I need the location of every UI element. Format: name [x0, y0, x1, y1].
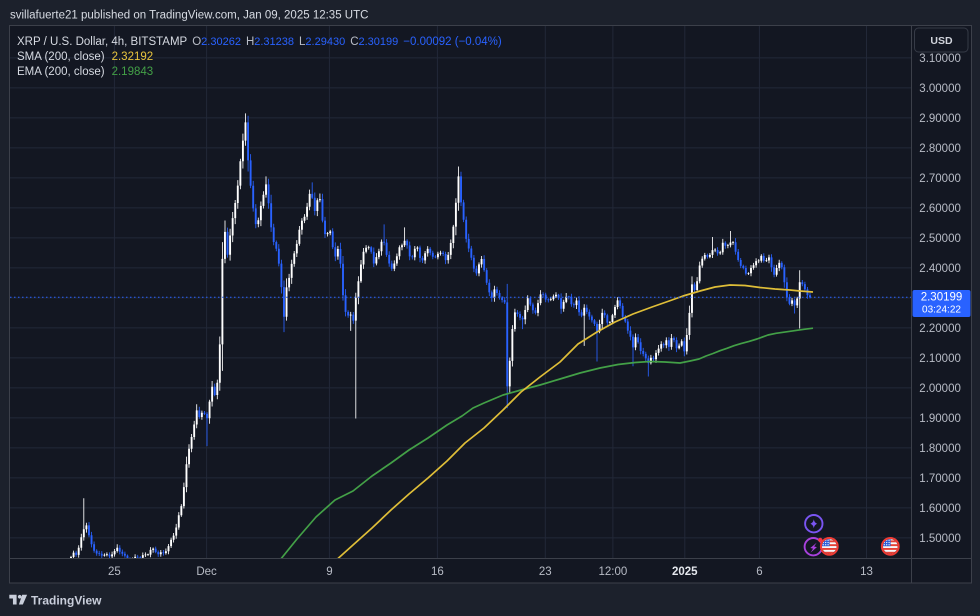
svg-text:2.80000: 2.80000	[919, 143, 961, 155]
svg-text:2.70000: 2.70000	[919, 173, 961, 185]
svg-text:XRP / U.S. Dollar, 4h, BITSTAM: XRP / U.S. Dollar, 4h, BITSTAMP O2.30262 H…	[17, 36, 502, 48]
svg-text:2.30199: 2.30199	[921, 292, 963, 304]
svg-text:25: 25	[108, 566, 121, 578]
svg-text:23: 23	[539, 566, 552, 578]
svg-text:TradingView: TradingView	[31, 594, 102, 608]
svg-text:2.20000: 2.20000	[919, 323, 961, 335]
svg-text:Dec: Dec	[196, 566, 217, 578]
svg-text:2.50000: 2.50000	[919, 233, 961, 245]
svg-text:1.80000: 1.80000	[919, 443, 961, 455]
svg-text:2.60000: 2.60000	[919, 203, 961, 215]
svg-text:1.70000: 1.70000	[919, 473, 961, 485]
svg-text:3.10000: 3.10000	[919, 53, 961, 65]
svg-text:2.90000: 2.90000	[919, 113, 961, 125]
svg-text:6: 6	[756, 566, 762, 578]
svg-text:1.50000: 1.50000	[919, 533, 961, 545]
svg-text:2.40000: 2.40000	[919, 263, 961, 275]
svg-text:svillafuerte21 published on Tr: svillafuerte21 published on TradingView.…	[10, 10, 368, 22]
svg-text:1.90000: 1.90000	[919, 413, 961, 425]
svg-text:2.00000: 2.00000	[919, 383, 961, 395]
svg-text:03:24:22: 03:24:22	[922, 305, 961, 316]
svg-text:2025: 2025	[672, 566, 698, 578]
svg-text:USD: USD	[930, 35, 953, 47]
svg-text:9: 9	[326, 566, 332, 578]
svg-text:2.10000: 2.10000	[919, 353, 961, 365]
svg-text:13: 13	[860, 566, 873, 578]
svg-text:EMA (200, close)2.19843: EMA (200, close) 2.19843	[17, 66, 153, 78]
svg-text:SMA (200, close)2.32192: SMA (200, close) 2.32192	[17, 51, 153, 63]
svg-text:16: 16	[431, 566, 444, 578]
svg-text:1.60000: 1.60000	[919, 503, 961, 515]
svg-text:12:00: 12:00	[599, 566, 628, 578]
svg-text:3.00000: 3.00000	[919, 83, 961, 95]
